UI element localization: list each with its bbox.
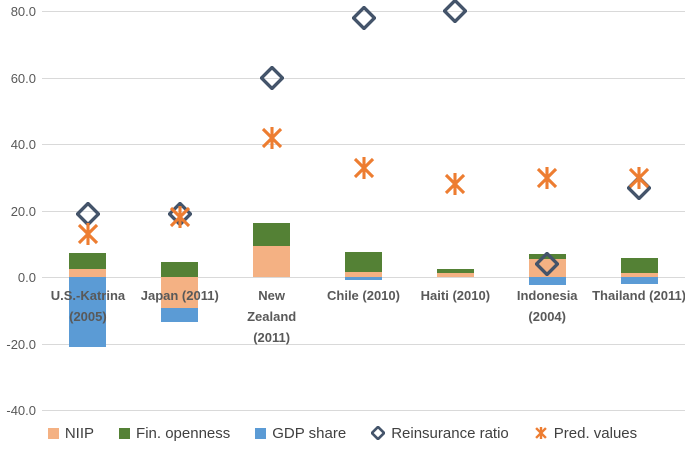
legend-label-fin-openness: Fin. openness bbox=[136, 424, 231, 442]
bar-fin-openness-u-s-katrina-2005 bbox=[69, 253, 107, 270]
bar-fin-openness-japan-2011 bbox=[161, 261, 199, 278]
bar-niip-u-s-katrina-2005 bbox=[69, 269, 107, 278]
bar-niip-thailand-2011 bbox=[620, 272, 658, 278]
reinsurance-ratio-marker-u-s-katrina-2005 bbox=[74, 201, 101, 231]
y-axis-tick--20.0: -20.0 bbox=[6, 336, 36, 352]
bar-gdp-share-u-s-katrina-2005 bbox=[69, 277, 107, 348]
pred-values-marker-haiti-2010 bbox=[443, 172, 467, 201]
diamond-icon bbox=[370, 425, 387, 441]
category-label-new-zealand-2011: New Zealand (2011) bbox=[247, 288, 297, 345]
bar-niip-japan-2011 bbox=[161, 277, 199, 309]
reinsurance-ratio-marker-indonesia-2004 bbox=[534, 251, 561, 281]
bar-fin-openness-chile-2010 bbox=[345, 251, 382, 273]
bar-fin-openness-haiti-2010 bbox=[436, 268, 474, 273]
category-label-thailand-2011: Thailand (2011) bbox=[592, 288, 685, 303]
chart-legend: NIIP Fin. openness GDP share Reinsurance ra… bbox=[0, 420, 685, 446]
gdp-share-swatch-icon bbox=[255, 427, 267, 439]
y-axis-tick-20.0: 20.0 bbox=[10, 203, 36, 219]
pred-values-marker-japan-2011 bbox=[168, 205, 192, 234]
bar-gdp-share-japan-2011 bbox=[161, 308, 199, 322]
pred-values-marker-u-s-katrina-2005 bbox=[76, 222, 100, 251]
gridline-80.0 bbox=[42, 11, 685, 13]
asterisk-icon bbox=[534, 426, 548, 440]
category-label-indonesia-2004: Indonesia (2004) bbox=[516, 288, 578, 324]
reinsurance-ratio-marker-haiti-2010 bbox=[442, 0, 469, 28]
pred-values-marker-indonesia-2004 bbox=[535, 166, 559, 195]
y-axis-tick-80.0: 80.0 bbox=[10, 4, 36, 20]
legend-item-niip: NIIP bbox=[47, 424, 95, 442]
legend-item-fin-openness: Fin. openness bbox=[119, 425, 230, 442]
reinsurance-ratio-marker-new-zealand-2011 bbox=[258, 64, 285, 95]
fin-openness-swatch-icon bbox=[119, 427, 131, 439]
gridline-40.0 bbox=[42, 144, 685, 146]
gridline-20.0 bbox=[42, 210, 685, 212]
bar-niip-chile-2010 bbox=[345, 272, 382, 278]
category-label-u-s-katrina-2005: U.S.-Katrina (2005) bbox=[50, 288, 126, 324]
y-axis-tick-0.0: 0.0 bbox=[17, 270, 36, 286]
bar-fin-openness-indonesia-2004 bbox=[528, 254, 566, 259]
reinsurance-ratio-marker-chile-2010 bbox=[350, 5, 377, 35]
bar-fin-openness-new-zealand-2011 bbox=[253, 222, 291, 247]
bar-niip-new-zealand-2011 bbox=[253, 246, 291, 278]
legend-item-pred-values: Pred. values bbox=[534, 425, 637, 442]
niip-swatch-icon bbox=[47, 427, 59, 439]
gridline--40.0 bbox=[42, 410, 685, 412]
legend-label-niip: NIIP bbox=[64, 424, 95, 442]
bar-gdp-share-indonesia-2004 bbox=[528, 277, 566, 285]
gridline-60.0 bbox=[42, 77, 685, 79]
legend-label-pred-values: Pred. values bbox=[553, 424, 638, 442]
reinsurance-ratio-marker-japan-2011 bbox=[166, 201, 193, 231]
category-label-haiti-2010: Haiti (2010) bbox=[420, 288, 491, 303]
y-axis-tick-40.0: 40.0 bbox=[10, 137, 36, 153]
bar-niip-haiti-2010 bbox=[436, 272, 474, 278]
pred-values-marker-new-zealand-2011 bbox=[260, 126, 284, 155]
legend-label-gdp-share: GDP share bbox=[272, 424, 347, 442]
legend-item-reinsurance-ratio: Reinsurance ratio bbox=[370, 424, 509, 442]
pred-values-marker-chile-2010 bbox=[352, 156, 376, 185]
bar-gdp-share-chile-2010 bbox=[345, 277, 382, 281]
gridline--20.0 bbox=[42, 343, 685, 345]
category-label-japan-2011: Japan (2011) bbox=[140, 288, 219, 303]
category-label-chile-2010: Chile (2010) bbox=[327, 288, 400, 303]
legend-label-reinsurance-ratio: Reinsurance ratio bbox=[391, 424, 509, 442]
pred-values-marker-thailand-2011 bbox=[627, 166, 651, 195]
bar-gdp-share-thailand-2011 bbox=[620, 277, 658, 284]
legend-item-gdp-share: GDP share bbox=[255, 425, 346, 442]
bar-fin-openness-thailand-2011 bbox=[620, 258, 658, 273]
y-axis-tick-60.0: 60.0 bbox=[10, 70, 36, 86]
y-axis-tick--40.0: -40.0 bbox=[6, 403, 36, 419]
